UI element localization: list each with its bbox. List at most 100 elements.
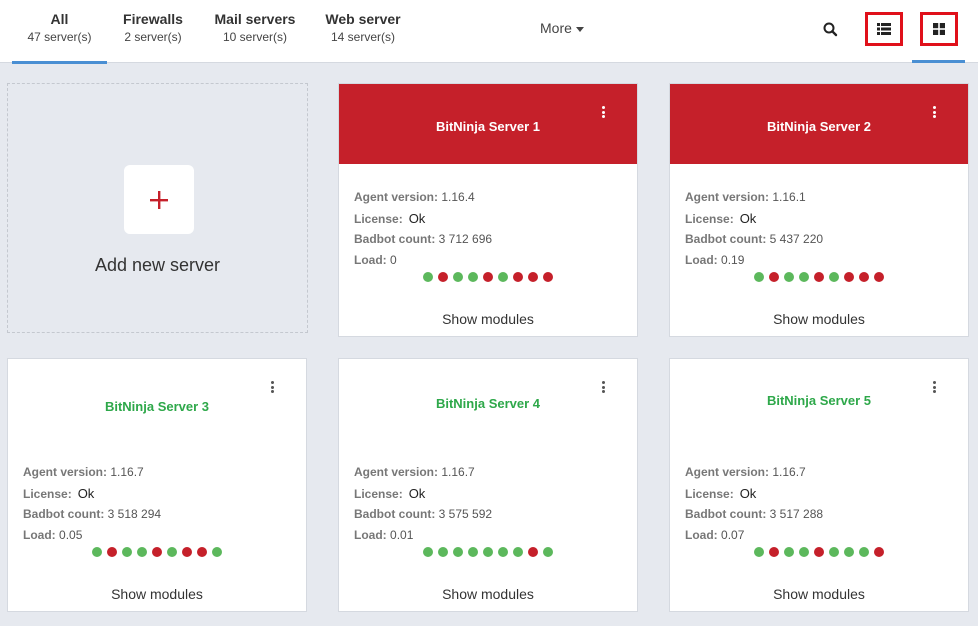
load-value: 0.19 [721,253,745,267]
tab-title: Firewalls [123,11,183,27]
license-value: Ok [739,211,757,226]
tab-title: Mail servers [214,11,296,27]
module-status-dot [498,272,508,282]
module-status-dot [859,272,869,282]
badbot-count-value: 3 517 288 [769,507,824,521]
add-button[interactable] [124,165,194,234]
server-info: Agent version: 1.16.4 License: Ok Badbot co… [354,190,492,274]
show-modules-link[interactable]: Show modules [773,311,865,327]
module-status-dot [513,547,523,557]
module-status-dot [754,272,764,282]
module-status-dot [453,547,463,557]
load-label: Load: [23,528,56,542]
server-card[interactable]: BitNinja Server 4 Agent version: 1.16.7 Li… [338,358,638,612]
module-status-dot [784,547,794,557]
more-vertical-icon[interactable] [271,381,275,393]
more-vertical-icon[interactable] [602,381,606,393]
show-modules-link[interactable]: Show modules [442,586,534,602]
license-label: License: [685,487,734,501]
module-status-dot [844,547,854,557]
module-status-dot [874,547,884,557]
load-value: 0.01 [390,528,414,542]
search-icon [823,22,838,37]
search-button[interactable] [820,19,842,41]
show-modules-link[interactable]: Show modules [111,586,203,602]
agent-version-value: 1.16.7 [441,465,475,479]
more-dropdown[interactable]: More [540,20,584,36]
add-server-card[interactable]: Add new server [7,83,308,333]
module-status-dots [339,547,637,557]
load-label: Load: [685,528,718,542]
module-status-dot [784,272,794,282]
server-name: BitNinja Server 2 [766,119,872,134]
tab-mail-servers[interactable]: Mail servers 10 server(s) [204,0,306,63]
module-status-dot [423,272,433,282]
server-card[interactable]: BitNinja Server 2 Agent version: 1.16.1 Li… [669,83,969,337]
module-status-dot [483,272,493,282]
module-status-dot [543,272,553,282]
tab-firewalls[interactable]: Firewalls 2 server(s) [114,0,192,63]
agent-version-label: Agent version: [354,190,439,204]
server-card[interactable]: BitNinja Server 3 Agent version: 1.16.7 Li… [7,358,307,612]
module-status-dot [423,547,433,557]
module-status-dots [670,272,968,282]
grid-view-icon [933,23,945,35]
agent-version-value: 1.16.7 [772,465,806,479]
agent-version-label: Agent version: [354,465,439,479]
active-view-indicator [912,60,965,63]
server-name: BitNinja Server 5 [766,393,872,408]
license-value: Ok [77,486,95,501]
module-status-dot [182,547,192,557]
server-info: Agent version: 1.16.7 License: Ok Badbot co… [685,465,823,549]
license-label: License: [354,212,403,226]
badbot-count-value: 3 575 592 [438,507,493,521]
agent-version-value: 1.16.7 [110,465,144,479]
server-card[interactable]: BitNinja Server 1 Agent version: 1.16.4 Li… [338,83,638,337]
caret-down-icon [575,26,584,32]
module-status-dot [438,272,448,282]
module-status-dot [528,547,538,557]
load-value: 0.07 [721,528,745,542]
show-modules-link[interactable]: Show modules [773,586,865,602]
module-status-dot [92,547,102,557]
server-name: BitNinja Server 3 [104,399,210,414]
list-view-button[interactable] [865,12,903,46]
tab-all[interactable]: All 47 server(s) [12,0,107,64]
module-status-dot [814,272,824,282]
badbot-count-value: 5 437 220 [769,232,824,246]
module-status-dot [874,272,884,282]
license-label: License: [685,212,734,226]
module-status-dot [829,272,839,282]
license-value: Ok [739,486,757,501]
server-card-header: BitNinja Server 4 [339,359,637,439]
module-status-dot [814,547,824,557]
module-status-dot [152,547,162,557]
badbot-count-label: Badbot count: [685,232,767,246]
more-label: More [540,20,572,36]
server-card[interactable]: BitNinja Server 5 Agent version: 1.16.7 Li… [669,358,969,612]
list-view-icon [877,23,891,35]
server-name: BitNinja Server 4 [435,396,541,411]
more-vertical-icon[interactable] [933,106,937,118]
more-vertical-icon[interactable] [602,106,606,118]
add-server-label: Add new server [94,255,221,275]
badbot-count-value: 3 712 696 [438,232,493,246]
more-vertical-icon[interactable] [933,381,937,393]
module-status-dot [137,547,147,557]
load-value: 0.05 [59,528,83,542]
module-status-dot [859,547,869,557]
module-status-dot [528,272,538,282]
module-status-dot [799,547,809,557]
agent-version-label: Agent version: [685,190,770,204]
module-status-dot [498,547,508,557]
server-name: BitNinja Server 1 [435,119,541,134]
module-status-dots [670,547,968,557]
show-modules-link[interactable]: Show modules [442,311,534,327]
tab-web-server[interactable]: Web server 14 server(s) [316,0,410,63]
module-status-dot [799,272,809,282]
grid-view-button[interactable] [920,12,958,46]
tab-title: All [50,11,69,27]
agent-version-value: 1.16.4 [441,190,475,204]
license-value: Ok [408,486,426,501]
tab-count: 47 server(s) [27,30,92,44]
